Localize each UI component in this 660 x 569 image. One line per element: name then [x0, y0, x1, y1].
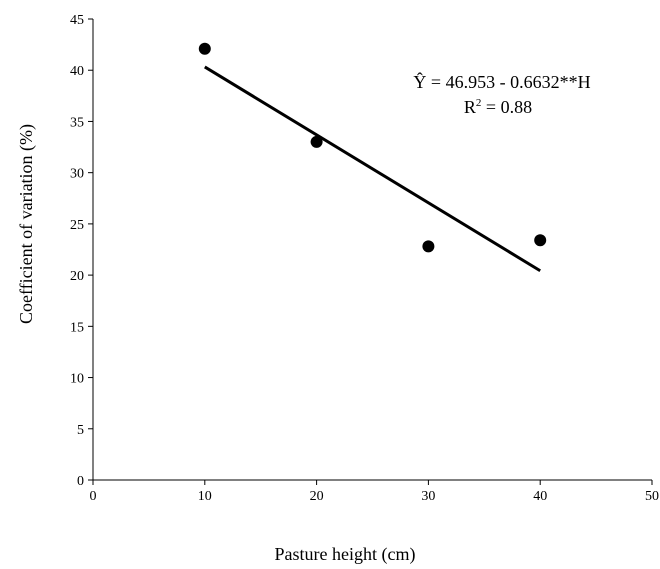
x-axis-title: Pasture height (cm) [275, 544, 416, 565]
r-squared-symbol: R [464, 97, 476, 117]
y-tick-label: 15 [70, 320, 84, 335]
data-points [198, 42, 547, 253]
r-squared-value: = 0.88 [481, 97, 532, 117]
y-tick-label: 20 [70, 269, 84, 284]
y-axis-title: Coefficient of variation (%) [16, 124, 37, 324]
x-tick-label: 0 [90, 489, 97, 504]
data-point [534, 234, 547, 247]
y-tick-label: 10 [70, 372, 84, 387]
x-tick-label: 10 [198, 489, 212, 504]
axes [92, 19, 652, 481]
y-ticks: 0 5 10 15 20 25 30 35 40 45 [70, 13, 93, 489]
regression-equation: Ŷ = 46.953 - 0.6632**H [413, 71, 590, 92]
x-ticks: 0 10 20 30 40 50 [90, 480, 659, 504]
r-squared-exponent: 2 [476, 97, 482, 109]
data-point [310, 135, 323, 148]
x-tick-label: 20 [310, 489, 324, 504]
y-tick-label: 5 [77, 423, 84, 438]
y-tick-label: 30 [70, 167, 84, 182]
x-tick-label: 50 [645, 489, 659, 504]
y-tick-label: 40 [70, 64, 84, 79]
x-tick-label: 40 [533, 489, 547, 504]
data-point [198, 42, 211, 55]
y-tick-label: 35 [70, 115, 84, 130]
y-tick-label: 45 [70, 13, 84, 28]
trendline [204, 65, 541, 273]
y-tick-label: 0 [77, 474, 84, 489]
data-point [422, 240, 435, 253]
x-tick-label: 30 [421, 489, 435, 504]
r-squared-annotation: R2 = 0.88 [464, 97, 532, 117]
y-tick-label: 25 [70, 218, 84, 233]
